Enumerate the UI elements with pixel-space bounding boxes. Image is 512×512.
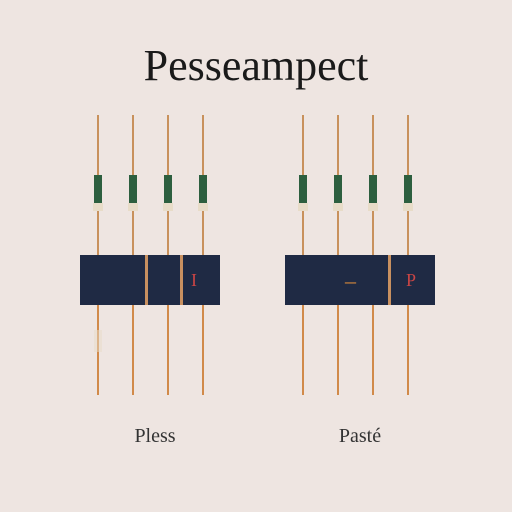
diagram-title: Pesseampect	[0, 40, 512, 91]
wire-bottom	[407, 305, 409, 395]
resistor-cap	[128, 203, 138, 211]
connector-divider	[388, 255, 391, 305]
resistor-icon	[199, 175, 207, 205]
wire-mid	[202, 211, 204, 255]
connector-divider	[180, 255, 183, 305]
wire-mid	[337, 211, 339, 255]
resistor-icon	[369, 175, 377, 205]
resistor-icon	[129, 175, 137, 205]
connector-body	[80, 255, 220, 305]
wire-mid	[132, 211, 134, 255]
wire-mid	[407, 211, 409, 255]
resistor-icon	[94, 175, 102, 205]
wire-bottom	[372, 305, 374, 395]
wire-bottom	[302, 305, 304, 395]
resistor-cap	[198, 203, 208, 211]
wire-mid	[97, 211, 99, 255]
resistor-icon	[164, 175, 172, 205]
resistor-cap	[368, 203, 378, 211]
wire-mid	[302, 211, 304, 255]
resistor-cap	[163, 203, 173, 211]
wire-bottom	[132, 305, 134, 395]
connector-label-left: I	[191, 270, 197, 291]
connector-label-dash: –	[345, 268, 356, 294]
wire-mid	[167, 211, 169, 255]
resistor-icon	[404, 175, 412, 205]
connector-divider	[145, 255, 148, 305]
right-caption: Pasté	[320, 425, 400, 448]
left-caption: Pless	[115, 425, 195, 448]
wire-bottom	[337, 305, 339, 395]
resistor-icon	[299, 175, 307, 205]
wire-bottom	[167, 305, 169, 395]
connector-label-p: P	[406, 270, 416, 291]
resistor-cap	[93, 203, 103, 211]
resistor-cap	[333, 203, 343, 211]
wire-mid	[372, 211, 374, 255]
resistor-icon	[334, 175, 342, 205]
resistor-bottom-icon	[94, 330, 102, 352]
resistor-cap	[403, 203, 413, 211]
resistor-cap	[298, 203, 308, 211]
wire-bottom	[202, 305, 204, 395]
